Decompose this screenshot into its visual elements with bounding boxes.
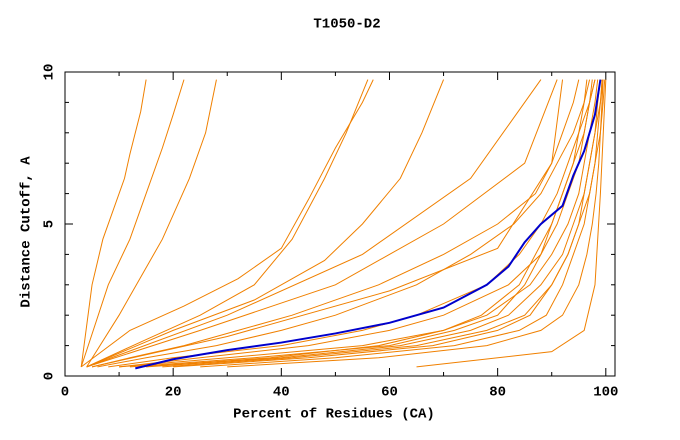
series-line [86, 79, 369, 368]
series-line [80, 79, 147, 367]
series-line [416, 79, 607, 368]
y-tick-label: 0 [42, 372, 58, 380]
plot-frame [64, 71, 616, 377]
series-line [86, 79, 445, 368]
series-line [97, 79, 591, 368]
y-axis-label: Distance Cutoff, A [19, 156, 35, 308]
series-line [80, 79, 374, 368]
series-line [91, 79, 564, 368]
series-line [91, 79, 580, 368]
series-line [80, 79, 185, 368]
series-line [119, 79, 593, 368]
series-line [86, 79, 558, 368]
y-tick-label: 10 [42, 64, 58, 81]
series-line [162, 79, 601, 368]
x-tick-label: 40 [273, 385, 290, 401]
series-line [135, 79, 602, 370]
x-tick-label: 80 [489, 385, 506, 401]
series-line [140, 79, 588, 368]
x-tick-label: 60 [381, 385, 398, 401]
x-tick-label: 0 [61, 385, 69, 401]
series-line [227, 79, 604, 368]
x-axis-label: Percent of Residues (CA) [233, 407, 435, 423]
x-tick-label: 100 [593, 385, 618, 401]
y-tick-label: 5 [42, 220, 58, 228]
chart-title: T1050-D2 [313, 17, 380, 33]
series-line [86, 79, 542, 368]
series-line [200, 79, 603, 368]
series-line [86, 79, 217, 368]
x-tick-label: 20 [165, 385, 182, 401]
series-line [146, 79, 604, 368]
